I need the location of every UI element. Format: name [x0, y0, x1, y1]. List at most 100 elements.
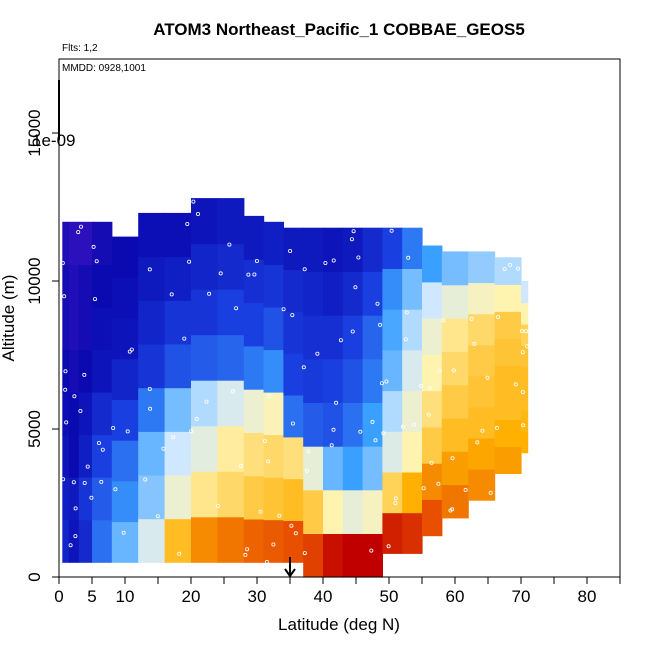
flight-track-point [73, 506, 78, 511]
heatmap-cell [164, 518, 192, 563]
flight-track-point [450, 456, 455, 461]
x-tick-label: 10 [116, 587, 135, 606]
flight-track-point [289, 523, 294, 528]
heatmap-cell [283, 269, 304, 312]
heatmap-cell [243, 475, 265, 520]
heatmap-cell [217, 516, 245, 563]
heatmap-cell [323, 489, 344, 534]
heatmap-cell [441, 484, 469, 519]
heatmap-cell [441, 384, 469, 419]
flight-track-point [85, 464, 90, 469]
flight-track-point [290, 313, 295, 318]
flight-track-point [304, 468, 309, 473]
heatmap-cell [382, 471, 403, 514]
heatmap-cell [382, 227, 403, 269]
flight-track-point [472, 341, 477, 346]
flight-track-point [264, 559, 269, 564]
flight-track-point [393, 501, 398, 506]
flight-track-point [246, 272, 251, 277]
heatmap-cell [243, 345, 265, 390]
heatmap-cell [243, 302, 265, 347]
heatmap-cell [382, 512, 403, 554]
heatmap-cell [68, 392, 80, 436]
heatmap-cell [111, 358, 139, 400]
flight-track-point [384, 379, 389, 384]
flight-track-point [185, 221, 190, 226]
flight-track-point [72, 394, 77, 399]
x-axis: 0 5 10 20 30 40 50 60 70 80 [54, 577, 621, 606]
heatmap-cell [402, 471, 423, 514]
heatmap-cell [494, 392, 522, 420]
heatmap-cell [422, 426, 443, 464]
heatmap-cell [92, 434, 113, 478]
heatmap-cell [217, 198, 245, 245]
latitude-marker-arrow [284, 557, 296, 578]
flight-track-point [111, 425, 116, 430]
flight-track-point [204, 399, 209, 404]
heatmap-cell [138, 431, 166, 476]
flight-track-point [97, 440, 102, 445]
heatmap-cell [422, 390, 443, 428]
flight-track-point [281, 307, 286, 312]
heatmap-cell [243, 518, 265, 563]
heatmap-cell [138, 300, 166, 345]
colorbar-stub [58, 80, 60, 140]
flight-track-point [288, 248, 293, 253]
flight-track-point [230, 389, 235, 394]
flight-track-point [358, 429, 363, 434]
flight-track-point [379, 381, 384, 386]
heatmap-cell [362, 402, 383, 447]
plot-frame [58, 58, 621, 578]
flight-track-point [350, 329, 355, 334]
flight-track-point [331, 258, 336, 263]
y-axis: 0 5000 10000 15000 [25, 109, 59, 582]
flight-track-point [331, 427, 336, 432]
chart-title: ATOM3 Northeast_Pacific_1 COBBAE_GEOS5 [153, 20, 525, 39]
heatmap-cell [521, 366, 529, 389]
heatmap-cell [283, 311, 304, 354]
y-axis-label: Altitude (m) [0, 275, 18, 362]
heatmap-cell [283, 520, 304, 563]
heatmap-cell [191, 334, 218, 381]
heatmap-cell [342, 227, 364, 272]
heatmap-cell [138, 474, 166, 520]
flight-track-point [508, 262, 513, 267]
flight-track-point [369, 548, 374, 553]
heatmap-cell [323, 271, 344, 316]
flight-track-point [64, 420, 69, 425]
flight-track-point [89, 495, 94, 500]
heatmap-cell [191, 471, 218, 518]
flight-track-point [71, 480, 76, 485]
flight-track-point [520, 390, 525, 395]
heatmap-cell [164, 387, 192, 432]
flight-track-point [243, 552, 248, 557]
heatmap-cell [402, 512, 423, 554]
flight-track-point [262, 439, 267, 444]
heatmap-cell [191, 289, 218, 336]
flight-track-point [426, 412, 431, 417]
heatmap-cell [138, 256, 166, 301]
heatmap-cell [342, 315, 364, 360]
heatmap-cell [494, 446, 522, 474]
heatmap-cell [78, 434, 93, 478]
heatmap-cell [68, 434, 80, 478]
heatmap-cell [164, 474, 192, 520]
heatmap-cell [191, 243, 218, 290]
flight-track-point [194, 416, 199, 421]
heatmap-cell [111, 277, 139, 319]
heatmap-cell [362, 358, 383, 403]
x-tick-label: 40 [314, 587, 333, 606]
heatmap-cell [92, 392, 113, 436]
heatmap-cell [521, 388, 529, 411]
marker-head [284, 568, 296, 578]
heatmap-cell [283, 353, 304, 396]
heatmap-cell [78, 221, 93, 265]
heatmap-cell [243, 389, 265, 433]
flight-track-point [421, 486, 426, 491]
dates-annotation: MMDD: 0928,1001 [62, 63, 146, 74]
flight-track-point [79, 224, 84, 229]
heatmap-cell [62, 434, 70, 478]
heatmap-cell [441, 451, 469, 486]
